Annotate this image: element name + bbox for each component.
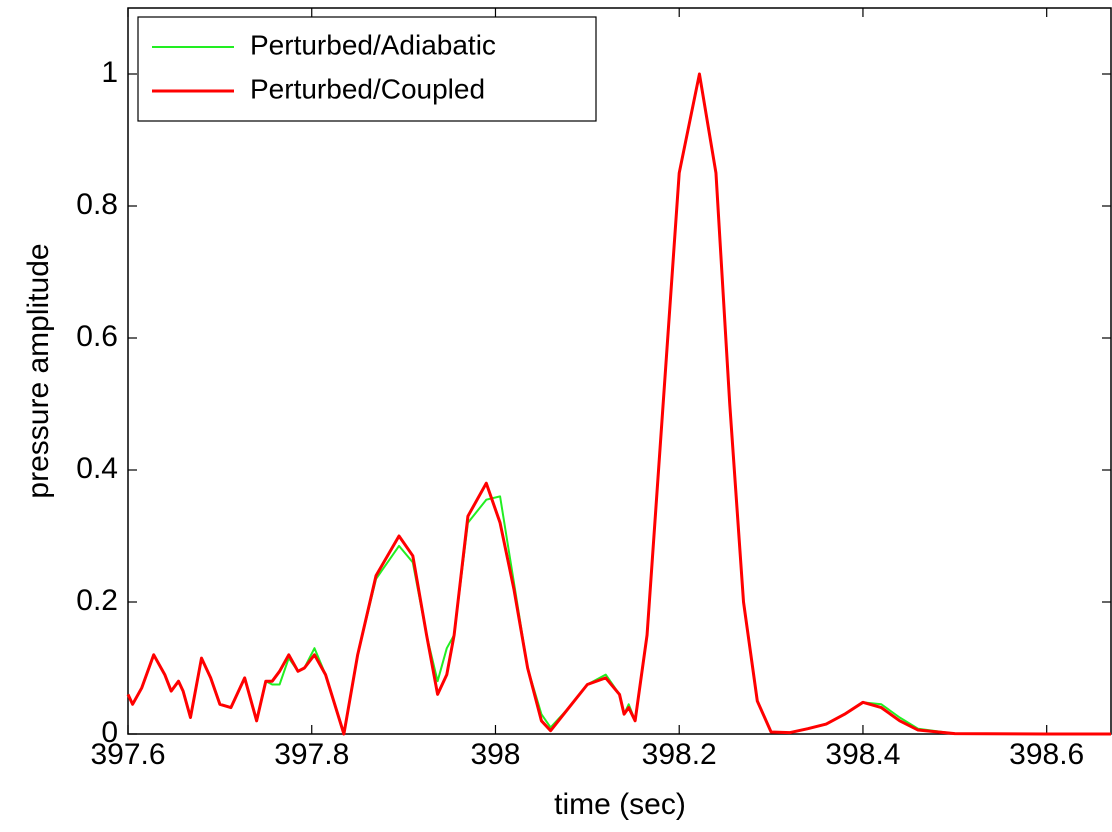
- x-tick-label: 398.6: [1009, 738, 1084, 771]
- x-tick-label: 398: [470, 738, 520, 771]
- y-tick-label: 0: [101, 716, 118, 749]
- x-tick-label: 398.4: [825, 738, 900, 771]
- y-axis-label: pressure amplitude: [22, 243, 55, 498]
- x-tick-label: 398.2: [642, 738, 717, 771]
- legend-label: Perturbed/Coupled: [250, 73, 485, 104]
- line-series: [126, 72, 1111, 736]
- x-tick-label: 397.6: [90, 738, 165, 771]
- y-tick-label: 0.8: [76, 188, 118, 221]
- plot-frame: [127, 7, 1112, 735]
- x-tick-label: 397.8: [274, 738, 349, 771]
- legend-box: [137, 16, 597, 122]
- y-tick-label: 0.2: [76, 584, 118, 617]
- y-tick-label: 0.4: [76, 452, 118, 485]
- y-tick-label: 0.6: [76, 320, 118, 353]
- y-tick-label: 1: [101, 56, 118, 89]
- legend: Perturbed/Adiabatic Perturbed/Coupled: [137, 16, 597, 122]
- x-axis-label: time (sec): [554, 788, 686, 821]
- legend-label: Perturbed/Adiabatic: [250, 29, 496, 60]
